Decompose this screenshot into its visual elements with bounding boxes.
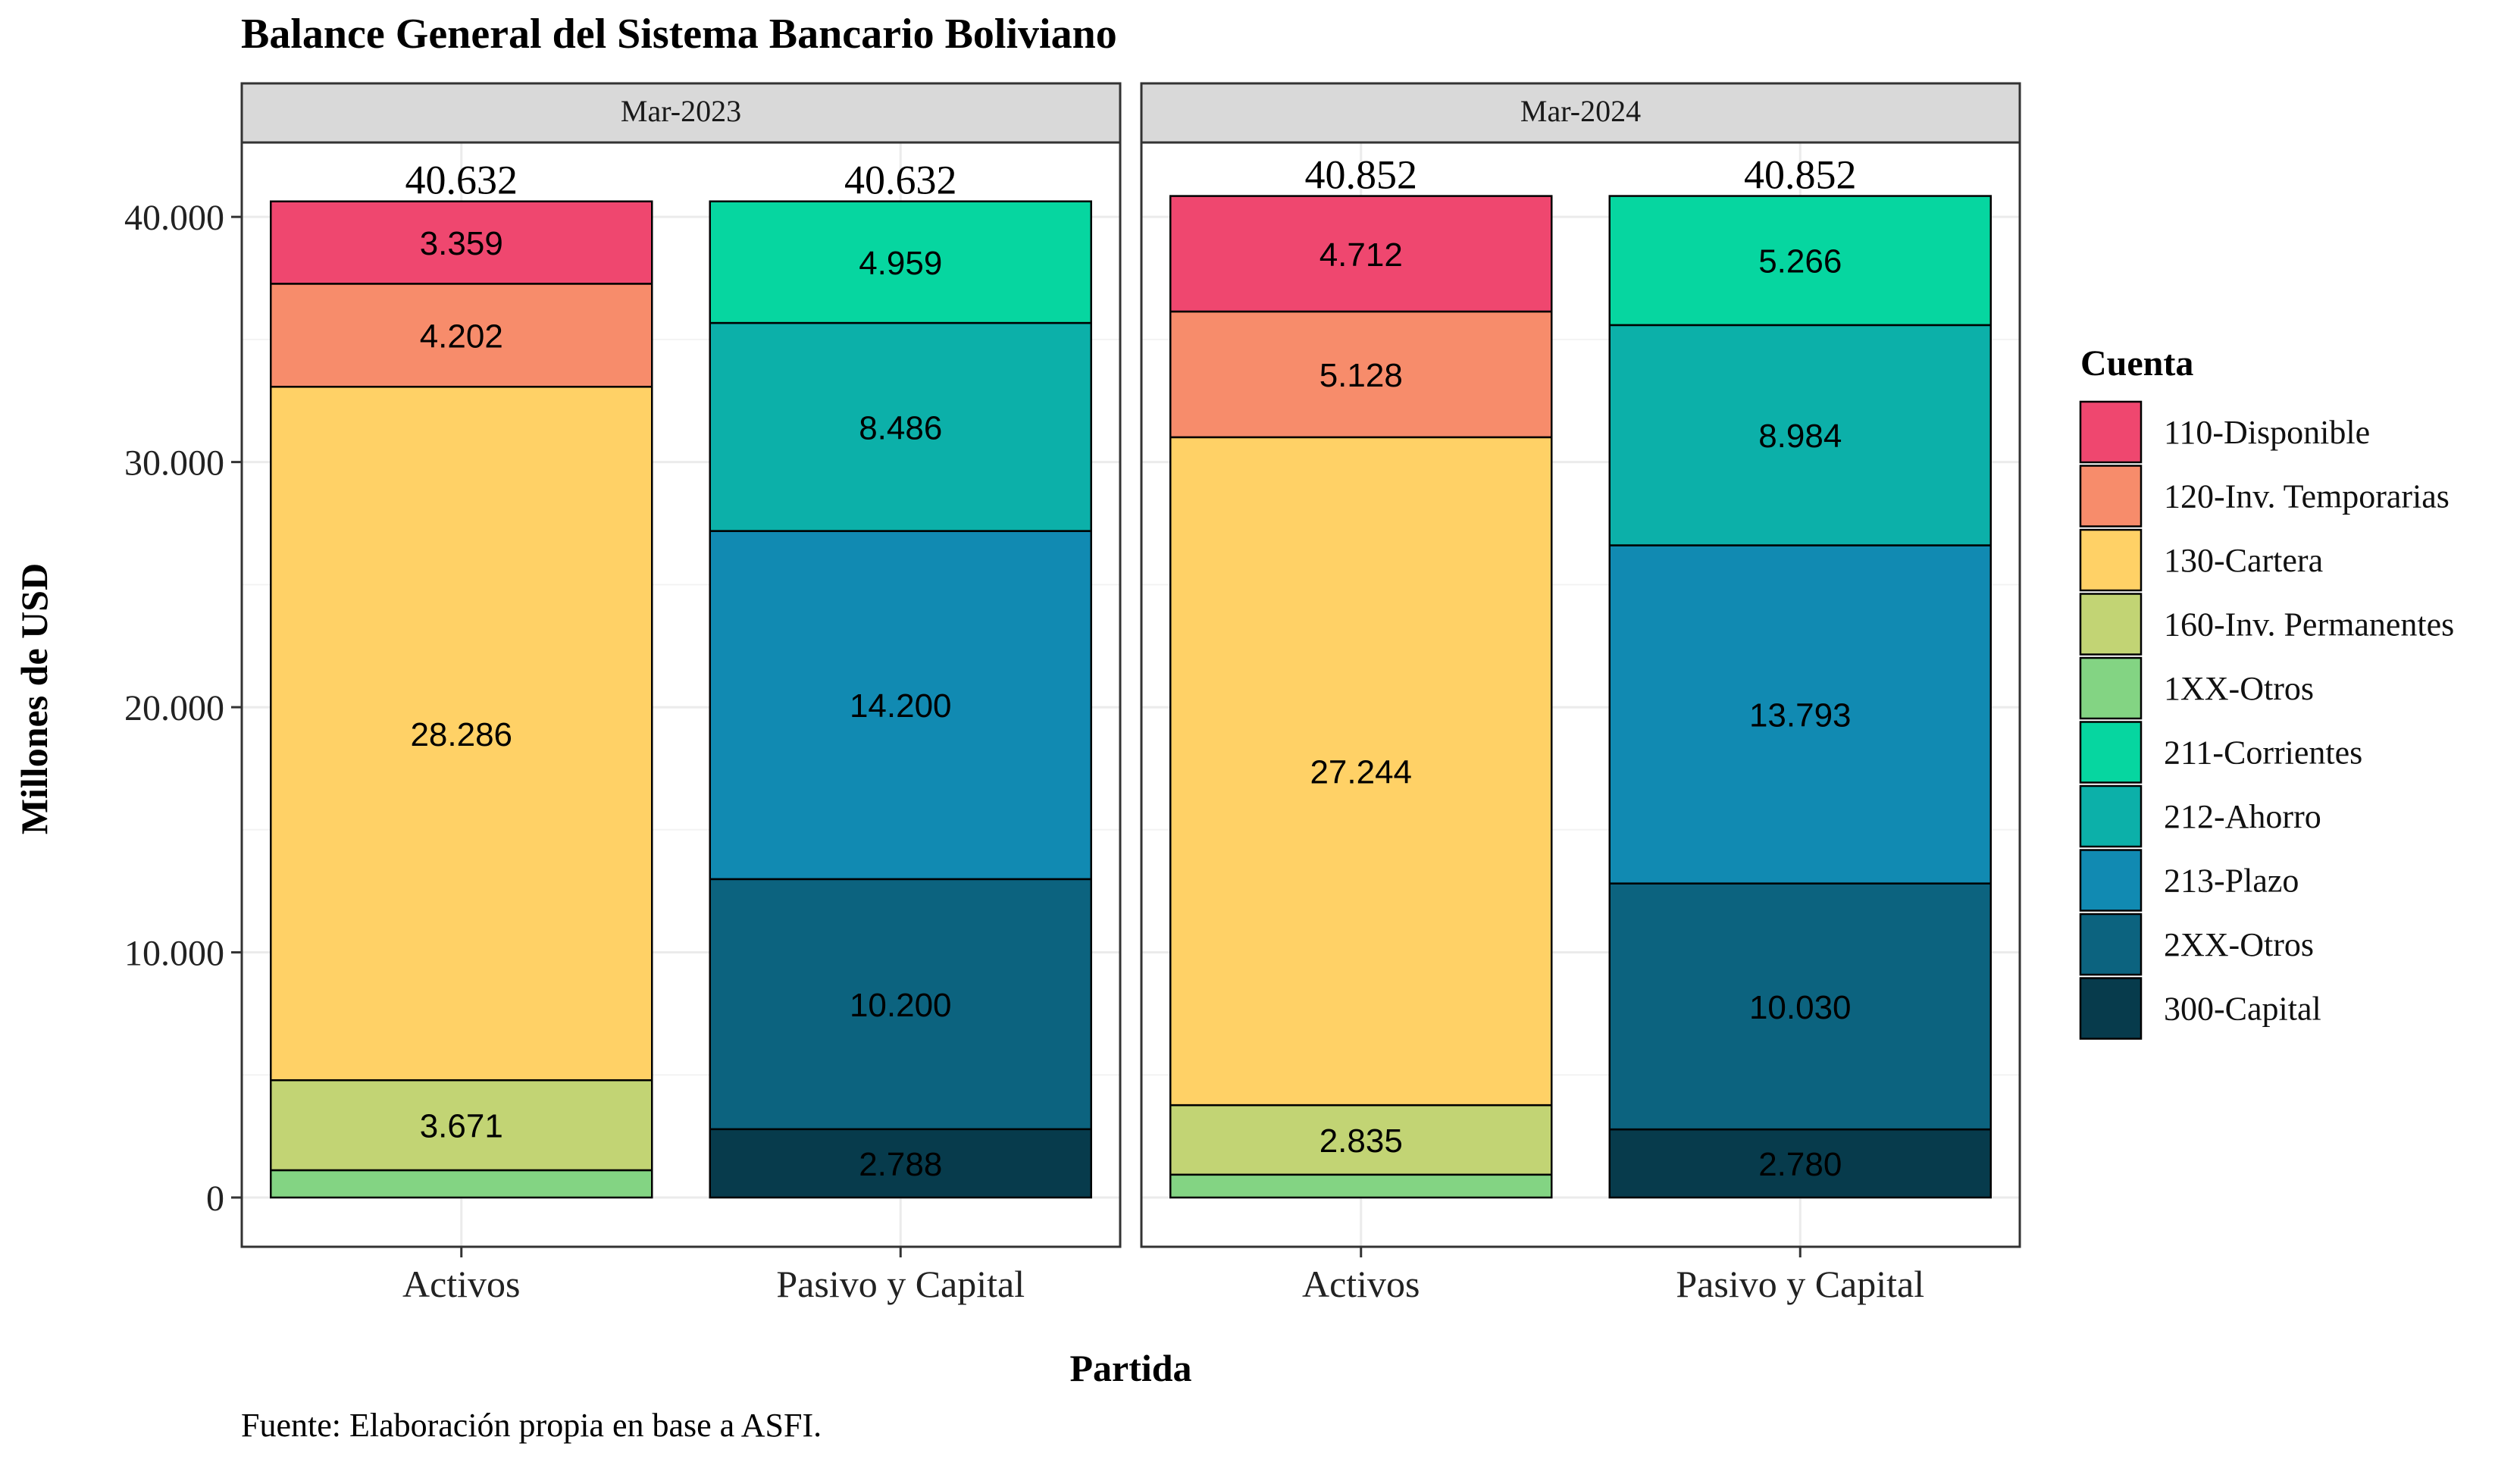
x-axis-title: Partida [1069,1347,1191,1389]
facet-label: Mar-2023 [621,94,741,128]
segment-value-label: 14.200 [850,687,952,725]
legend-item-label: 212-Ahorro [2164,798,2321,835]
y-tick-label: 40.000 [124,198,224,238]
bar-segment-130-cartera [1169,436,1553,1107]
bar-segment-213-plazo [709,530,1092,881]
y-tick-label: 20.000 [124,688,224,728]
segment-value-label: 2.788 [859,1146,942,1183]
x-tick-label: Activos [402,1263,521,1305]
legend-swatch-300-capital [2079,977,2143,1040]
legend-item-label: 130-Cartera [2164,542,2323,579]
chart-title: Balance General del Sistema Bancario Bol… [241,11,1117,58]
bar-segment-160-inv-permanentes [270,1079,653,1172]
bar-total-label: 40.632 [405,158,518,203]
legend-item-label: 211-Corrientes [2164,734,2362,772]
segment-value-label: 3.671 [420,1108,503,1145]
bar-segment-110-disponible [270,200,653,285]
bar-segment-1xx-otros [270,1169,653,1199]
legend-swatch-212-ahorro [2079,784,2143,848]
legend-item-label: 110-Disponible [2164,414,2370,451]
x-tick-label: Pasivo y Capital [1676,1263,1924,1305]
segment-value-label: 4.202 [420,318,503,355]
legend: Cuenta 110-Disponible 120-Inv. Temporarias… [2079,343,2454,1040]
legend-swatch-160-inv-permanentes [2079,593,2143,656]
bar-segment-212-ahorro [709,321,1092,532]
legend-swatch-211-corrientes [2079,721,2143,784]
legend-title: Cuenta [2080,343,2193,384]
bar-total-label: 40.852 [1744,152,1857,198]
bar-segment-213-plazo [1608,544,1992,884]
y-tick-label: 30.000 [124,443,224,484]
segment-value-label: 8.486 [859,409,942,446]
plot-area: 0 10.000 20.000 30.000 40.000 Mar-2023 3.671 28… [124,82,2021,1305]
segment-value-label: 28.286 [410,716,512,753]
segment-value-label: 13.793 [1749,697,1852,734]
panel-border [240,141,1122,1248]
legend-item-label: 120-Inv. Temporarias [2164,478,2450,515]
bar-segment-300-capital [1608,1128,1992,1199]
y-axis-title: Millones de USD [13,563,55,834]
legend-item-label: 160-Inv. Permanentes [2164,606,2454,643]
segment-value-label: 10.030 [1749,989,1852,1026]
x-tick-label: Pasivo y Capital [776,1263,1025,1305]
bar-segment-130-cartera [270,386,653,1082]
panel-border [1140,141,2021,1248]
legend-item-label: 213-Plazo [2164,863,2299,900]
facet-label: Mar-2024 [1520,94,1641,128]
segment-value-label: 27.244 [1310,754,1412,791]
segment-value-label: 2.835 [1319,1122,1403,1160]
bar-segment-211-corrientes [1608,195,1992,327]
legend-swatch-120-inv-temporarias [2079,465,2143,528]
segment-value-label: 10.200 [850,987,952,1024]
segment-value-label: 5.128 [1319,357,1403,394]
bar-segment-160-inv-permanentes [1169,1104,1553,1176]
y-tick-label: 10.000 [124,934,224,974]
segment-value-label: 4.712 [1319,236,1403,274]
legend-swatch-110-disponible [2079,400,2143,464]
bar-total-label: 40.632 [844,158,957,203]
y-tick-label: 0 [206,1179,224,1219]
bar-segment-120-inv-temporarias [1169,310,1553,439]
bar-total-label: 40.852 [1305,152,1418,198]
legend-item-label: 1XX-Otros [2164,670,2314,707]
facet-strip [240,82,1122,144]
legend-swatch-2xx-otros [2079,913,2143,976]
segment-value-label: 3.359 [420,225,503,262]
segment-value-label: 4.959 [859,245,942,282]
legend-swatch-1xx-otros [2079,656,2143,720]
legend-swatch-130-cartera [2079,528,2143,592]
facet-strip [1140,82,2021,144]
legend-item-label: 2XX-Otros [2164,926,2314,963]
x-tick-label: Activos [1302,1263,1420,1305]
caption: Fuente: Elaboración propia en base a ASF… [241,1407,822,1444]
bar-segment-2xx-otros [1608,882,1992,1131]
bar-segment-2xx-otros [709,878,1092,1131]
bar-segment-211-corrientes [709,200,1092,324]
bar-segment-1xx-otros [1169,1173,1553,1199]
legend-item-label: 300-Capital [2164,991,2321,1028]
bar-segment-110-disponible [1169,195,1553,313]
segment-value-label: 5.266 [1758,243,1842,280]
legend-swatch-213-plazo [2079,849,2143,912]
bar-segment-120-inv-temporarias [270,283,653,388]
segment-value-label: 8.984 [1758,418,1842,455]
segment-value-label: 2.780 [1758,1146,1842,1183]
bar-segment-300-capital [709,1128,1092,1199]
